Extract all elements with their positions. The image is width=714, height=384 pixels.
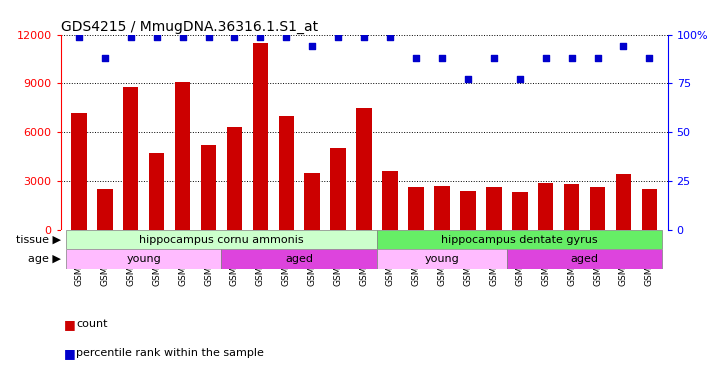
Point <box>488 55 500 61</box>
Point <box>644 55 655 61</box>
Bar <box>253 43 268 230</box>
Bar <box>507 249 663 269</box>
Point <box>228 33 240 40</box>
Point <box>618 43 629 50</box>
Point <box>540 55 551 61</box>
Bar <box>304 173 320 230</box>
Bar <box>66 249 221 269</box>
Point <box>203 33 214 40</box>
Bar <box>226 127 242 230</box>
Text: hippocampus cornu ammonis: hippocampus cornu ammonis <box>139 235 303 245</box>
Bar <box>460 191 476 230</box>
Bar <box>590 187 605 230</box>
Bar <box>408 187 424 230</box>
Bar <box>201 145 216 230</box>
Text: GDS4215 / MmugDNA.36316.1.S1_at: GDS4215 / MmugDNA.36316.1.S1_at <box>61 20 318 33</box>
Text: aged: aged <box>286 254 313 264</box>
Bar <box>377 249 507 269</box>
Bar <box>486 187 502 230</box>
Point <box>592 55 603 61</box>
Bar <box>356 108 372 230</box>
Bar <box>97 189 113 230</box>
Point <box>462 76 473 83</box>
Bar <box>512 192 528 230</box>
Point <box>177 33 188 40</box>
Text: percentile rank within the sample: percentile rank within the sample <box>76 348 264 358</box>
Bar <box>564 184 579 230</box>
Point <box>411 55 422 61</box>
Point <box>514 76 526 83</box>
Bar <box>149 153 164 230</box>
Text: young: young <box>126 254 161 264</box>
Text: aged: aged <box>570 254 598 264</box>
Point <box>281 33 292 40</box>
Bar <box>331 149 346 230</box>
Bar <box>642 189 657 230</box>
Text: young: young <box>425 254 459 264</box>
Text: tissue ▶: tissue ▶ <box>16 235 61 245</box>
Point <box>358 33 370 40</box>
Point <box>255 33 266 40</box>
Text: ■: ■ <box>64 347 76 360</box>
Bar <box>278 116 294 230</box>
Bar <box>175 82 191 230</box>
Bar <box>123 87 139 230</box>
Point <box>566 55 578 61</box>
Point <box>306 43 318 50</box>
Bar <box>434 186 450 230</box>
Point <box>384 33 396 40</box>
Bar <box>382 171 398 230</box>
Bar <box>221 249 377 269</box>
Point <box>151 33 162 40</box>
Text: count: count <box>76 319 108 329</box>
Bar <box>71 113 86 230</box>
Bar <box>538 182 553 230</box>
Bar <box>615 174 631 230</box>
Point <box>99 55 111 61</box>
Bar <box>66 230 377 249</box>
Point <box>125 33 136 40</box>
Point <box>73 33 84 40</box>
Text: hippocampus dentate gyrus: hippocampus dentate gyrus <box>441 235 598 245</box>
Point <box>436 55 448 61</box>
Point <box>333 33 344 40</box>
Bar <box>377 230 663 249</box>
Text: age ▶: age ▶ <box>29 254 61 264</box>
Text: ■: ■ <box>64 318 76 331</box>
